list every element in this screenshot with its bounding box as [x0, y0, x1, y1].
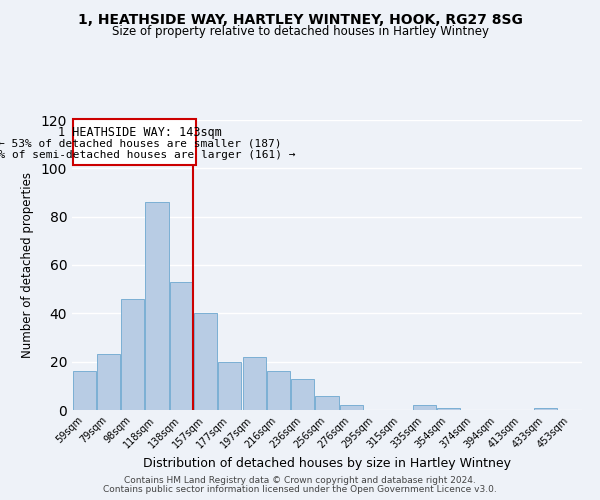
Text: Contains public sector information licensed under the Open Government Licence v3: Contains public sector information licen… — [103, 485, 497, 494]
Bar — [97, 354, 120, 410]
X-axis label: Distribution of detached houses by size in Hartley Wintney: Distribution of detached houses by size … — [143, 456, 511, 469]
Bar — [73, 372, 95, 410]
Bar — [242, 357, 266, 410]
Bar — [267, 372, 290, 410]
Text: 46% of semi-detached houses are larger (161) →: 46% of semi-detached houses are larger (… — [0, 150, 295, 160]
Bar — [534, 408, 557, 410]
Text: Contains HM Land Registry data © Crown copyright and database right 2024.: Contains HM Land Registry data © Crown c… — [124, 476, 476, 485]
Bar — [437, 408, 460, 410]
Bar — [218, 362, 241, 410]
Bar — [170, 282, 193, 410]
Bar — [145, 202, 169, 410]
Bar — [194, 314, 217, 410]
Text: ← 53% of detached houses are smaller (187): ← 53% of detached houses are smaller (18… — [0, 138, 282, 148]
FancyBboxPatch shape — [73, 119, 196, 164]
Y-axis label: Number of detached properties: Number of detached properties — [21, 172, 34, 358]
Bar — [316, 396, 338, 410]
Text: 1 HEATHSIDE WAY: 143sqm: 1 HEATHSIDE WAY: 143sqm — [58, 126, 222, 139]
Bar — [413, 405, 436, 410]
Bar — [121, 299, 144, 410]
Bar — [291, 378, 314, 410]
Text: 1, HEATHSIDE WAY, HARTLEY WINTNEY, HOOK, RG27 8SG: 1, HEATHSIDE WAY, HARTLEY WINTNEY, HOOK,… — [77, 12, 523, 26]
Text: Size of property relative to detached houses in Hartley Wintney: Size of property relative to detached ho… — [112, 25, 488, 38]
Bar — [340, 405, 363, 410]
